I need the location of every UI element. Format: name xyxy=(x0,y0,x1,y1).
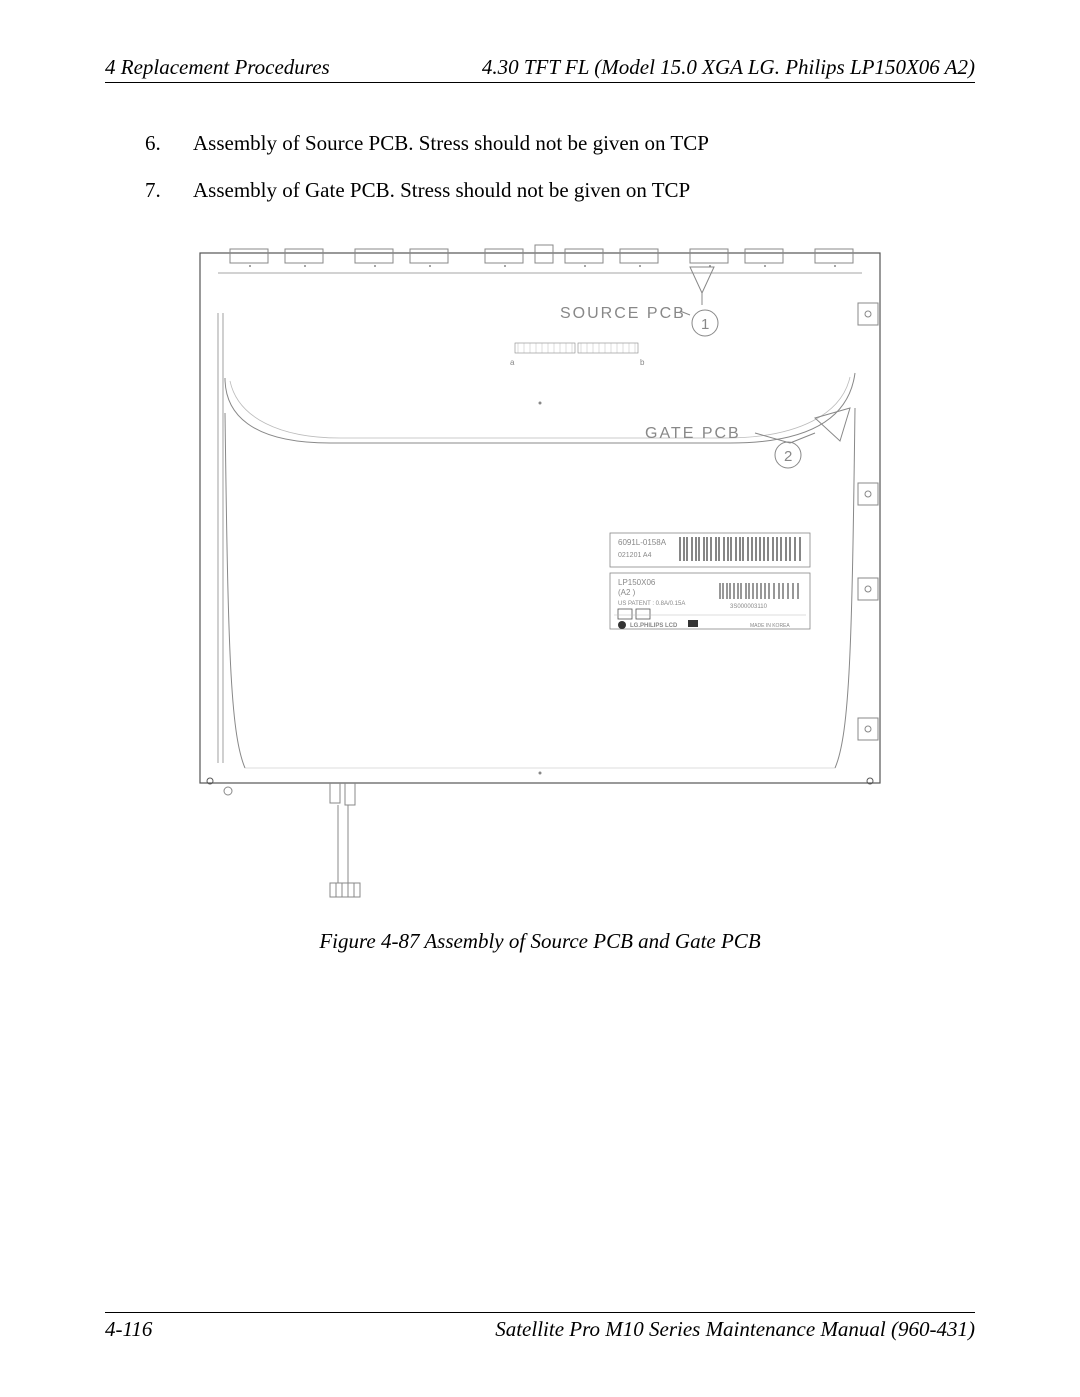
svg-text:3S000003110: 3S000003110 xyxy=(730,604,768,610)
svg-text:a: a xyxy=(510,358,515,367)
list-item: 7. Assembly of Gate PCB. Stress should n… xyxy=(145,178,975,203)
figure-caption: Figure 4-87 Assembly of Source PCB and G… xyxy=(319,929,760,954)
footer-left: 4-116 xyxy=(105,1317,152,1342)
svg-text:6091L-0158A: 6091L-0158A xyxy=(618,538,667,547)
svg-text:b: b xyxy=(640,358,645,367)
svg-text:021201 A4: 021201 A4 xyxy=(618,552,652,559)
svg-text:US PATENT : 0.8A/0.15A: US PATENT : 0.8A/0.15A xyxy=(618,601,685,607)
list-text: Assembly of Source PCB. Stress should no… xyxy=(193,131,709,156)
page-header: 4 Replacement Procedures 4.30 TFT FL (Mo… xyxy=(105,55,975,83)
page-content: 4 Replacement Procedures 4.30 TFT FL (Mo… xyxy=(105,55,975,954)
header-right: 4.30 TFT FL (Model 15.0 XGA LG. Philips … xyxy=(482,55,975,80)
page-footer: 4-116 Satellite Pro M10 Series Maintenan… xyxy=(105,1312,975,1342)
list-item: 6. Assembly of Source PCB. Stress should… xyxy=(145,131,975,156)
assembly-diagram: SOURCE PCB 1 xyxy=(190,243,890,903)
list-text: Assembly of Gate PCB. Stress should not … xyxy=(193,178,690,203)
sticker-1: 6091L-0158A 021201 A4 xyxy=(610,533,810,567)
gate-pcb-label: GATE PCB xyxy=(645,425,741,442)
instruction-list: 6. Assembly of Source PCB. Stress should… xyxy=(145,131,975,203)
svg-text:LG.PHILIPS LCD: LG.PHILIPS LCD xyxy=(630,623,678,629)
figure-wrap: SOURCE PCB 1 xyxy=(105,243,975,954)
list-number: 7. xyxy=(145,178,193,203)
footer-right: Satellite Pro M10 Series Maintenance Man… xyxy=(495,1317,975,1342)
callout-1: 1 xyxy=(701,316,709,333)
svg-text:LP150X06: LP150X06 xyxy=(618,578,656,587)
svg-text:MADE IN KOREA: MADE IN KOREA xyxy=(750,623,790,629)
callout-2: 2 xyxy=(784,448,792,465)
source-pcb-label: SOURCE PCB xyxy=(560,305,686,322)
sticker-2: LP150X06 (A2 ) US PATENT : 0.8A/0.15A xyxy=(610,573,810,629)
list-number: 6. xyxy=(145,131,193,156)
header-left: 4 Replacement Procedures xyxy=(105,55,330,80)
svg-text:(A2 ): (A2 ) xyxy=(618,588,636,597)
